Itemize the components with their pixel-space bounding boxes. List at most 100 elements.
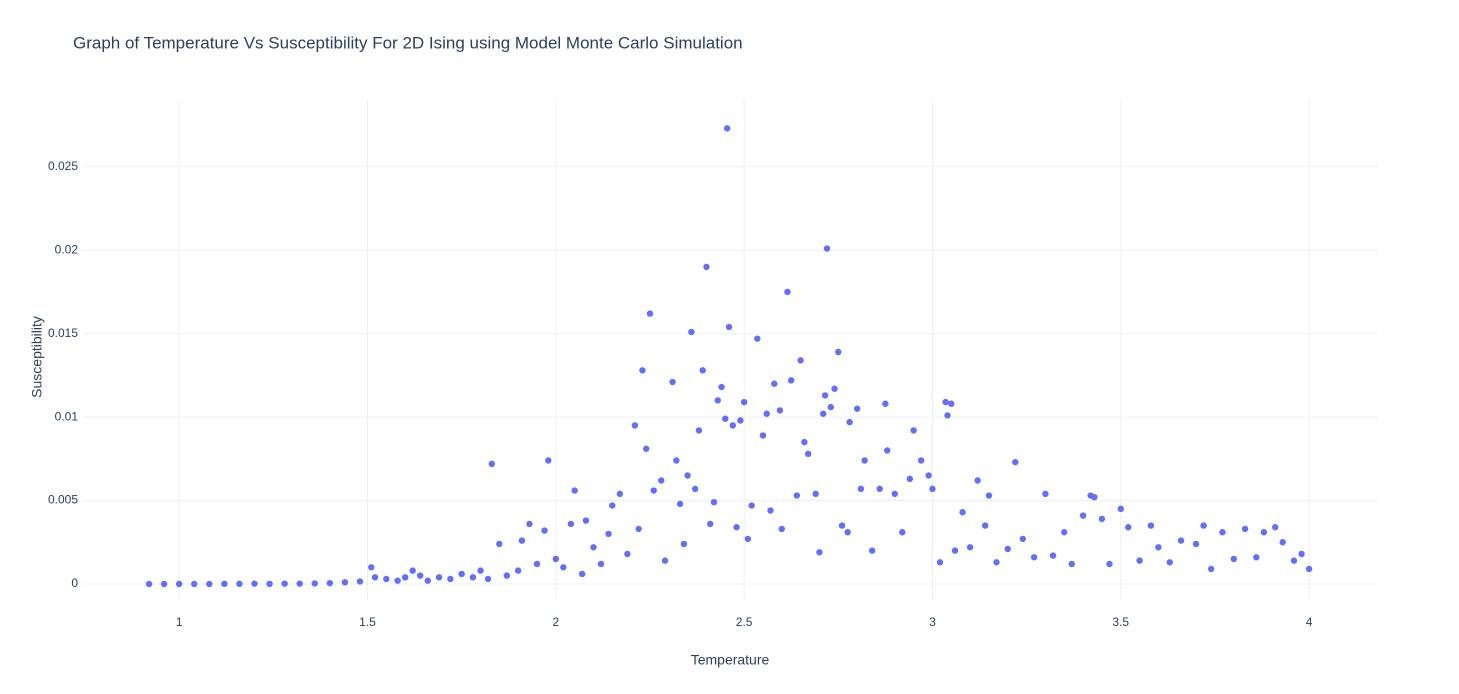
data-point [1049, 552, 1057, 559]
data-point [876, 485, 883, 493]
data-point [1155, 544, 1162, 551]
data-point [835, 348, 842, 356]
data-point [823, 245, 831, 252]
data-point [221, 580, 228, 588]
data-point [435, 574, 443, 581]
data-point [383, 575, 390, 583]
data-point [571, 487, 578, 494]
data-point [609, 502, 616, 509]
data-point [910, 427, 917, 434]
data-point [1098, 515, 1106, 523]
data-point [281, 580, 288, 587]
data-point [341, 579, 349, 586]
data-point [778, 525, 785, 533]
data-point [820, 410, 827, 417]
data-point [718, 383, 725, 391]
data-point [1271, 524, 1279, 531]
data-point [1253, 554, 1260, 561]
data-point [906, 475, 914, 483]
x-axis-title: Temperature [691, 652, 770, 668]
data-point [1091, 493, 1098, 501]
data-point [1207, 565, 1215, 573]
data-point [1042, 490, 1049, 498]
data-point [737, 417, 744, 424]
data-point [722, 415, 729, 422]
y-tick-label: 0.01 [55, 409, 79, 423]
data-point [503, 572, 511, 579]
data-point [673, 457, 680, 464]
data-point [951, 547, 959, 554]
data-point [639, 367, 646, 374]
data-point [545, 457, 552, 464]
data-point [703, 263, 710, 271]
data-point [552, 555, 560, 563]
data-point [784, 288, 791, 296]
data-point [748, 502, 755, 509]
data-point [1219, 529, 1226, 536]
data-point [1192, 540, 1200, 548]
data-point [1068, 560, 1075, 568]
data-point [424, 577, 431, 584]
y-axis-title: Susceptibility [29, 316, 45, 398]
data-point [658, 477, 665, 484]
data-point [771, 380, 778, 387]
data-point [838, 522, 846, 529]
x-tick-label: 2.5 [736, 615, 753, 629]
data-point [311, 580, 318, 587]
data-point [409, 567, 416, 574]
data-point [1260, 529, 1268, 536]
data-point [729, 422, 737, 429]
data-point [891, 490, 898, 498]
data-point [1147, 522, 1155, 529]
data-point [296, 580, 303, 587]
data-point [526, 520, 533, 528]
data-point [1079, 512, 1087, 519]
data-point [788, 377, 795, 384]
data-point [844, 529, 851, 536]
data-point [868, 547, 876, 554]
data-point [251, 580, 258, 587]
data-point [1166, 559, 1173, 566]
data-point [853, 405, 861, 412]
data-point [993, 559, 1000, 566]
data-point [861, 457, 868, 464]
data-point [145, 580, 153, 588]
data-point [582, 517, 590, 524]
data-point [1117, 505, 1124, 513]
data-point [812, 490, 819, 498]
data-point [371, 574, 379, 581]
data-point [635, 525, 642, 533]
data-point [917, 457, 925, 464]
data-point [496, 540, 503, 548]
data-point [1012, 458, 1019, 466]
data-point [759, 432, 767, 439]
data-point [944, 412, 951, 419]
data-point [590, 544, 597, 551]
data-point [661, 557, 669, 564]
data-point [560, 564, 567, 571]
data-point [1030, 554, 1038, 561]
data-point [175, 580, 183, 588]
data-point [1230, 555, 1237, 563]
data-point [821, 392, 829, 399]
data-point [966, 544, 974, 551]
data-point [605, 530, 612, 538]
data-point [1061, 529, 1068, 536]
data-point [733, 524, 740, 531]
data-point [1200, 522, 1207, 529]
data-point [624, 550, 631, 558]
data-point [1019, 535, 1027, 543]
chart-title: Graph of Temperature Vs Susceptibility F… [73, 33, 743, 52]
x-tick-label: 1 [176, 615, 183, 629]
data-point [776, 407, 784, 414]
data-point [616, 490, 624, 498]
data-point [1241, 525, 1249, 533]
data-point [981, 522, 989, 529]
data-point [688, 328, 695, 336]
data-point [477, 567, 484, 574]
data-point [356, 578, 364, 585]
data-point [514, 567, 522, 574]
y-tick-label: 0.02 [55, 242, 79, 256]
data-point [767, 507, 774, 514]
